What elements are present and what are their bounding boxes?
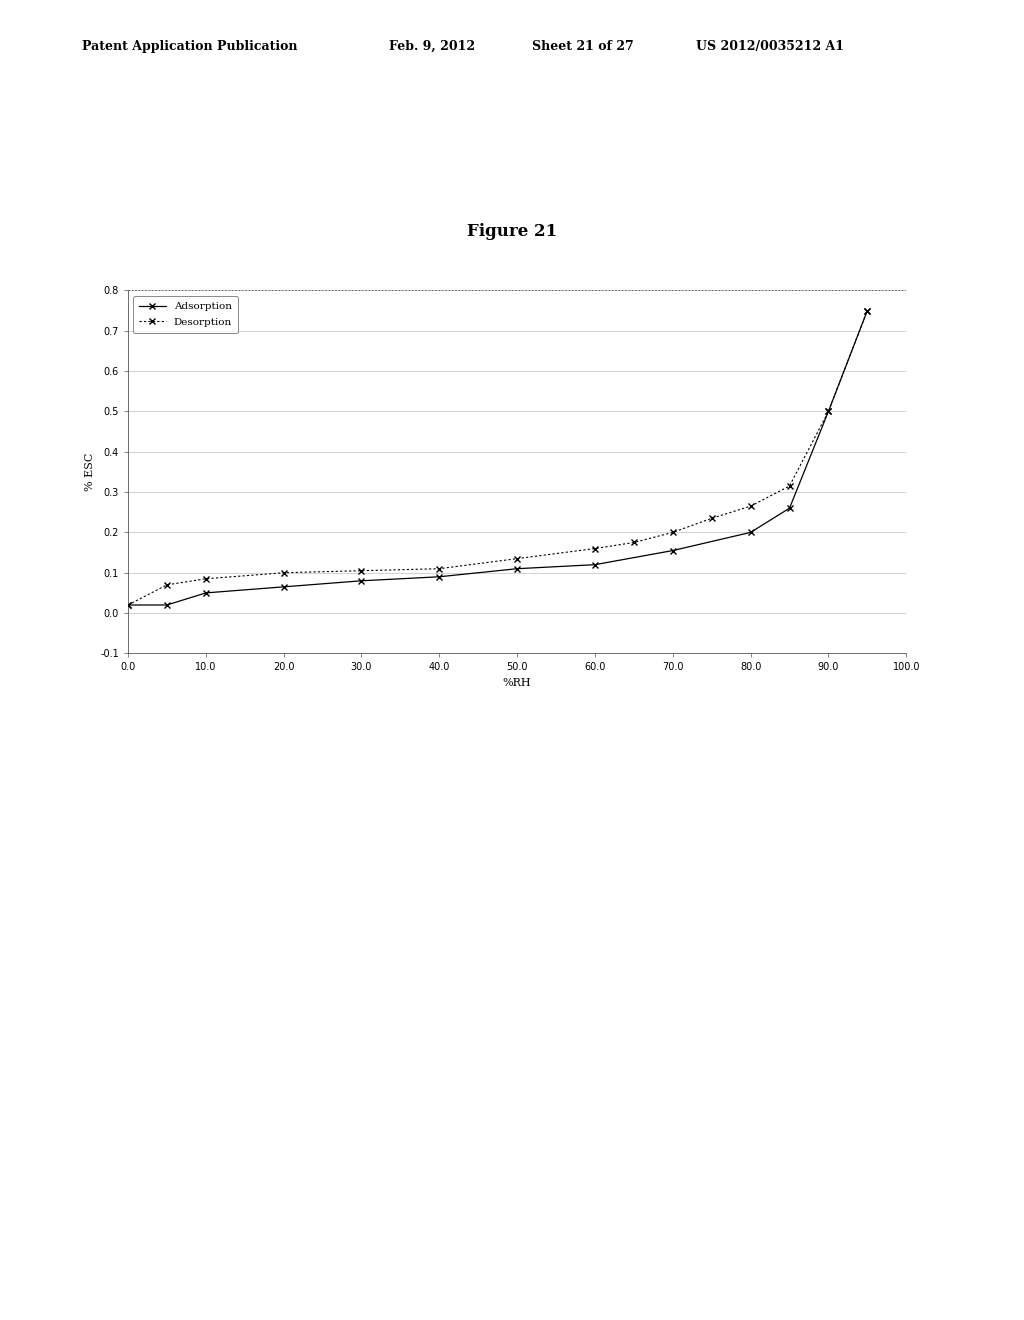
Text: Figure 21: Figure 21 xyxy=(467,223,557,239)
Adsorption xyxy=(161,597,173,612)
Adsorption xyxy=(783,500,796,516)
Adsorption xyxy=(200,585,212,601)
Desorption xyxy=(744,498,757,513)
Text: Patent Application Publication: Patent Application Publication xyxy=(82,40,297,53)
Adsorption xyxy=(355,573,368,589)
X-axis label: %RH: %RH xyxy=(503,678,531,688)
Text: Sheet 21 of 27: Sheet 21 of 27 xyxy=(532,40,634,53)
Text: US 2012/0035212 A1: US 2012/0035212 A1 xyxy=(696,40,845,53)
Desorption xyxy=(161,577,173,593)
Desorption xyxy=(822,404,835,420)
Desorption xyxy=(628,535,640,550)
Desorption xyxy=(433,561,445,577)
Desorption xyxy=(200,570,212,586)
Line: Adsorption: Adsorption xyxy=(125,308,870,607)
Adsorption xyxy=(667,543,679,558)
Desorption xyxy=(706,511,718,527)
Adsorption xyxy=(278,579,290,595)
Adsorption xyxy=(511,561,523,577)
Y-axis label: % ESC: % ESC xyxy=(85,453,94,491)
Desorption xyxy=(511,550,523,566)
Desorption xyxy=(355,562,368,578)
Text: Feb. 9, 2012: Feb. 9, 2012 xyxy=(389,40,475,53)
Desorption xyxy=(667,524,679,540)
Adsorption xyxy=(822,404,835,420)
Adsorption xyxy=(433,569,445,585)
Desorption xyxy=(589,541,601,557)
Adsorption xyxy=(744,524,757,540)
Desorption xyxy=(783,478,796,494)
Desorption xyxy=(122,597,134,612)
Adsorption xyxy=(589,557,601,573)
Line: Desorption: Desorption xyxy=(125,308,870,607)
Desorption xyxy=(278,565,290,581)
Desorption xyxy=(861,302,873,318)
Legend: Adsorption, Desorption: Adsorption, Desorption xyxy=(133,296,239,333)
Adsorption xyxy=(122,597,134,612)
Adsorption xyxy=(861,302,873,318)
